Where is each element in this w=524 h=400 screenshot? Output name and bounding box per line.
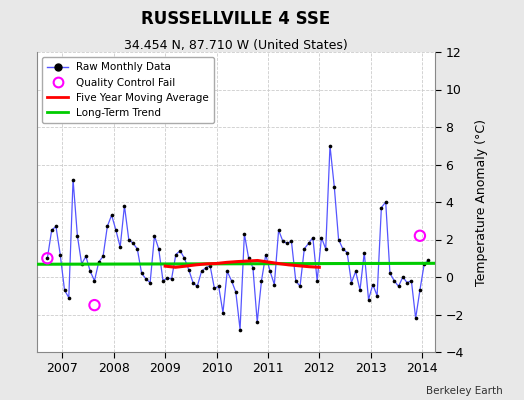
Point [240,231,248,237]
Point [69,176,77,183]
Point [411,315,420,322]
Point [257,278,266,284]
Point [193,283,201,290]
Point [352,268,360,274]
Point [99,253,107,260]
Point [176,248,184,254]
Point [386,270,394,276]
Point [266,268,274,274]
Point [330,184,339,190]
Point [90,278,99,284]
Point [223,268,232,274]
Point [399,274,407,280]
Point [129,240,137,246]
Point [137,270,146,276]
Point [373,292,381,299]
Point [309,234,317,241]
Point [291,278,300,284]
Point [150,232,159,239]
Point [296,283,304,290]
Point [300,246,309,252]
Point [424,257,433,263]
Point [141,276,150,282]
Point [210,285,219,292]
Point [356,287,364,293]
Point [198,268,206,274]
Point [60,287,69,293]
Point [304,240,313,246]
Point [317,234,325,241]
Point [189,280,197,286]
Point [407,278,416,284]
Point [227,278,236,284]
Point [206,262,214,269]
Point [369,281,377,288]
Text: RUSSELLVILLE 4 SSE: RUSSELLVILLE 4 SSE [141,10,331,28]
Point [155,246,163,252]
Point [125,236,133,243]
Point [347,280,356,286]
Point [390,278,398,284]
Point [313,278,321,284]
Point [283,240,291,246]
Point [270,281,279,288]
Point [107,212,116,218]
Point [261,251,270,258]
Point [236,326,244,333]
Point [43,255,51,262]
Point [287,238,296,244]
Point [146,280,155,286]
Point [334,236,343,243]
Point [82,253,90,260]
Point [343,250,352,256]
Point [43,255,51,262]
Point [364,296,373,303]
Point [120,202,128,209]
Point [360,250,368,256]
Point [249,264,257,271]
Point [86,268,94,274]
Point [279,238,287,244]
Point [219,310,227,316]
Point [245,255,253,262]
Point [322,246,330,252]
Point [416,232,424,239]
Point [172,251,180,258]
Text: Berkeley Earth: Berkeley Earth [427,386,503,396]
Point [326,142,334,149]
Point [94,259,103,265]
Point [232,289,240,295]
Point [184,266,193,273]
Point [52,223,60,230]
Point [112,227,120,233]
Point [420,261,429,267]
Point [163,275,171,281]
Point [180,255,189,262]
Legend: Raw Monthly Data, Quality Control Fail, Five Year Moving Average, Long-Term Tren: Raw Monthly Data, Quality Control Fail, … [42,57,214,123]
Point [416,287,424,293]
Point [159,278,167,284]
Point [339,246,347,252]
Point [214,283,223,290]
Point [202,264,210,271]
Point [78,261,86,267]
Point [395,283,403,290]
Point [381,199,390,205]
Point [167,276,176,282]
Point [48,227,56,233]
Point [403,280,411,286]
Point [90,302,99,308]
Title: 34.454 N, 87.710 W (United States): 34.454 N, 87.710 W (United States) [124,39,348,52]
Point [253,319,261,325]
Point [56,251,64,258]
Point [103,223,112,230]
Point [64,294,73,301]
Point [133,246,141,252]
Point [116,244,124,250]
Point [73,232,82,239]
Point [377,204,386,211]
Point [275,227,283,233]
Y-axis label: Temperature Anomaly (°C): Temperature Anomaly (°C) [475,118,488,286]
